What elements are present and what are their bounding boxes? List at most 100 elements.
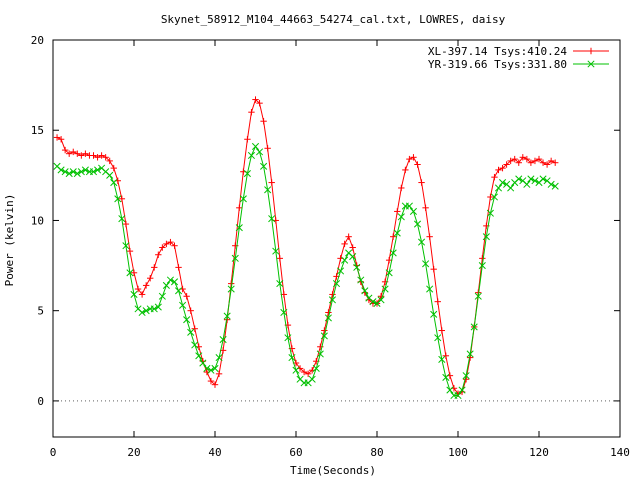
data-point-plus <box>130 269 138 276</box>
data-point-plus <box>106 157 113 165</box>
data-point-plus <box>122 220 130 228</box>
data-point-plus <box>236 204 243 212</box>
data-point-cross <box>130 290 138 298</box>
data-point-cross <box>179 301 187 309</box>
data-point-plus <box>321 327 328 334</box>
x-axis-label: Time(Seconds) <box>290 464 376 477</box>
data-point-cross <box>446 386 454 394</box>
data-point-plus <box>438 327 445 334</box>
y-tick-label: 10 <box>31 214 44 227</box>
data-point-cross <box>170 278 179 286</box>
data-point-plus <box>264 145 271 152</box>
data-point-cross <box>422 260 430 268</box>
data-point-cross <box>251 142 260 151</box>
data-point-plus <box>519 154 526 161</box>
data-point-cross <box>417 238 426 246</box>
data-point-cross <box>223 312 231 320</box>
data-point-plus <box>191 325 198 332</box>
data-point-plus <box>147 275 154 282</box>
data-point-cross <box>349 252 357 261</box>
data-point-plus <box>390 233 397 240</box>
data-point-cross <box>276 280 284 288</box>
data-point-cross <box>231 254 239 262</box>
data-point-cross <box>235 224 243 232</box>
data-point-cross <box>215 354 223 362</box>
data-point-plus <box>53 134 61 141</box>
data-point-plus <box>495 166 502 174</box>
data-point-cross <box>150 305 158 313</box>
data-point-plus <box>487 193 494 201</box>
data-point-plus <box>142 282 150 289</box>
data-point-cross <box>316 350 324 358</box>
data-point-plus <box>479 255 486 262</box>
data-point-cross <box>57 166 65 174</box>
data-point-plus <box>187 307 194 314</box>
data-point-cross <box>288 354 296 362</box>
data-point-plus <box>252 96 259 103</box>
data-point-cross <box>409 207 418 215</box>
data-point-plus <box>402 166 409 174</box>
x-tick-label: 120 <box>529 446 549 459</box>
data-point-cross <box>69 168 77 176</box>
data-point-plus <box>418 179 425 186</box>
data-point-cross <box>393 229 401 237</box>
data-point-plus <box>151 264 158 271</box>
data-point-cross <box>166 276 175 284</box>
legend-label: YR-319.66 Tsys:331.80 <box>428 58 567 71</box>
x-tick-label: 40 <box>208 446 221 459</box>
data-point-plus <box>167 238 174 246</box>
data-point-plus <box>341 240 348 248</box>
data-point-cross <box>247 151 256 160</box>
data-point-cross <box>341 256 349 264</box>
data-point-plus <box>70 148 77 156</box>
data-point-plus <box>511 155 518 163</box>
data-point-cross <box>187 328 195 336</box>
data-point-cross <box>324 314 332 322</box>
data-point-plus <box>491 173 498 181</box>
data-point-cross <box>292 366 300 374</box>
data-point-plus <box>535 155 543 163</box>
data-point-plus <box>349 244 356 251</box>
data-point-cross <box>328 296 337 304</box>
plot-frame <box>52 39 621 438</box>
data-point-cross <box>539 175 547 183</box>
data-point-cross <box>272 247 280 255</box>
x-tick-label: 80 <box>370 446 383 459</box>
data-point-plus <box>248 108 255 116</box>
data-point-plus <box>155 251 162 258</box>
data-point-cross <box>312 364 320 372</box>
data-point-plus <box>304 370 312 378</box>
x-tick-label: 100 <box>448 446 468 459</box>
data-point-plus <box>268 179 275 186</box>
data-point-plus <box>325 309 332 316</box>
data-point-plus <box>434 298 441 305</box>
data-point-plus <box>552 159 559 166</box>
data-point-cross <box>498 179 507 187</box>
x-tick-label: 140 <box>610 446 630 459</box>
data-point-cross <box>547 180 555 188</box>
data-point-plus <box>430 265 437 273</box>
data-point-plus <box>503 161 510 168</box>
data-point-plus <box>587 47 595 55</box>
data-point-plus <box>515 159 522 166</box>
data-point-plus <box>98 152 105 159</box>
data-point-cross <box>474 292 482 300</box>
data-point-plus <box>134 285 142 293</box>
data-point-cross <box>219 336 227 344</box>
chart-title: Skynet_58912_M104_44663_54274_cal.txt, L… <box>161 13 506 26</box>
data-point-plus <box>90 152 97 159</box>
x-tick-label: 60 <box>289 446 302 459</box>
data-point-plus <box>398 184 405 192</box>
data-point-cross <box>126 269 134 277</box>
data-point-cross <box>332 280 341 288</box>
series-2 <box>53 142 559 400</box>
data-point-plus <box>171 242 178 249</box>
data-point-cross <box>142 307 150 315</box>
data-point-cross <box>138 308 146 317</box>
data-point-plus <box>82 150 89 157</box>
data-point-cross <box>81 166 89 174</box>
data-point-cross <box>515 175 523 183</box>
data-point-cross <box>454 391 462 400</box>
data-point-cross <box>466 350 474 358</box>
data-point-cross <box>118 215 126 223</box>
